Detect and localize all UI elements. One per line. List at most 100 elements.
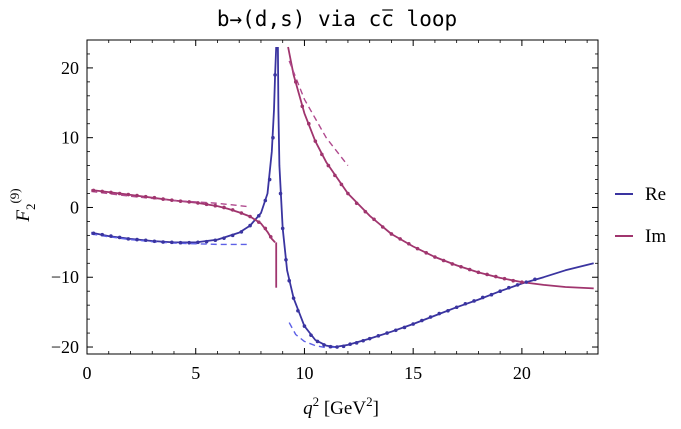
y-axis-label-sup: (9) <box>7 188 22 203</box>
series-point-re-points <box>187 240 191 245</box>
series-point-im-points <box>363 209 368 214</box>
series-point-re-points <box>411 322 415 326</box>
series-point-im-points <box>326 163 331 168</box>
y-tick-label: 10 <box>61 128 79 148</box>
series-point-re-points <box>341 344 346 349</box>
series-point-re-points <box>446 308 450 313</box>
series-point-re-points <box>472 299 476 303</box>
x-axis-label-unit-close: ] <box>373 398 379 419</box>
series-point-re-points <box>428 315 433 319</box>
series-point-im-points <box>398 237 402 241</box>
series-point-re-points <box>498 289 502 294</box>
series-point-re-points <box>302 324 307 328</box>
chart-title-post: loop <box>394 7 457 31</box>
series-point-re-points <box>239 230 244 234</box>
series-point-re-points <box>322 343 326 347</box>
series-point-re-points <box>296 308 300 313</box>
series-point-re-points <box>143 238 148 243</box>
y-tick-label: 0 <box>70 197 79 217</box>
series-point-im-points <box>178 199 183 203</box>
series-point-im-points <box>170 198 174 202</box>
series-point-re-points <box>507 285 511 290</box>
series-point-re-points <box>515 283 520 287</box>
legend-label-im: Im <box>645 226 666 247</box>
series-point-im-points <box>100 189 105 194</box>
x-tick-label: 15 <box>404 363 422 383</box>
series-point-im-points <box>502 276 507 281</box>
plot-frame <box>86 39 599 355</box>
series-point-re-points <box>91 231 96 236</box>
series-point-re-points <box>489 292 494 297</box>
series-line-im <box>91 189 276 244</box>
series-line-im <box>287 46 594 290</box>
series-point-re-points <box>267 177 272 182</box>
series-point-im-points <box>306 121 311 126</box>
series-point-im-points <box>339 182 344 187</box>
series-point-im-points <box>248 214 252 219</box>
series-point-im-points <box>126 192 131 197</box>
series-point-im-points <box>109 190 113 195</box>
series-point-re-points <box>278 191 283 196</box>
series-point-re-points <box>230 233 235 238</box>
series-point-im-points <box>372 217 376 222</box>
series-point-im-points <box>187 200 191 204</box>
series-point-im-points <box>213 203 218 208</box>
series-point-im-points <box>450 262 455 266</box>
series-point-re-points <box>420 318 424 323</box>
series-point-re-points <box>284 258 288 262</box>
series-point-im-points <box>424 251 429 255</box>
series-point-re-points <box>263 198 268 203</box>
series-point-im-points <box>389 232 394 236</box>
series-point-im-points <box>263 226 268 231</box>
series-point-im-points <box>380 225 385 229</box>
series-point-re-points <box>287 278 292 283</box>
series-line-re-dashed <box>288 322 338 349</box>
series-point-re-points <box>126 237 131 241</box>
series-point-im-points <box>433 255 437 259</box>
series-point-im-points <box>239 211 244 215</box>
series-point-re-points <box>463 301 468 306</box>
series-point-re-points <box>280 226 285 231</box>
series-point-im-points <box>222 205 226 210</box>
series-point-re-points <box>354 341 359 345</box>
series-point-re-points <box>213 238 218 243</box>
series-point-im-points <box>415 246 420 251</box>
series-point-im-points <box>520 280 524 284</box>
series-point-re-points <box>117 235 122 240</box>
series-point-im-points <box>152 195 157 200</box>
series-point-re-points <box>533 277 537 282</box>
series-point-re-points <box>256 214 261 218</box>
series-point-re-points <box>222 236 226 240</box>
series-point-re-points <box>367 336 372 341</box>
series-point-re-points <box>402 325 407 330</box>
series-point-im-points <box>354 201 359 206</box>
series-point-re-points <box>152 239 157 244</box>
series-point-im-points <box>485 272 489 277</box>
x-tick-label: 20 <box>513 363 531 383</box>
series-point-re-points <box>348 342 352 347</box>
series-point-im-points <box>196 201 200 205</box>
series-point-re-points <box>161 240 165 244</box>
x-tick-label: 10 <box>295 363 313 383</box>
series-point-im-points <box>511 278 515 283</box>
series-point-im-points <box>467 267 472 272</box>
series-point-im-points <box>135 193 139 198</box>
series-point-re-points <box>480 295 485 300</box>
series-line-im-dashed <box>288 60 349 167</box>
series-line-re <box>277 46 594 348</box>
y-tick-label: −20 <box>51 337 79 357</box>
legend: Re Im <box>615 184 666 247</box>
series-point-im-points <box>333 173 337 178</box>
x-axis: 0 5 10 15 20 <box>83 40 588 383</box>
legend-label-re: Re <box>645 184 666 205</box>
series-point-re-points <box>271 135 275 140</box>
series-point-re-points <box>291 296 296 300</box>
series-point-im-points <box>459 264 463 269</box>
series-point-re-points <box>385 331 389 335</box>
series-point-re-points <box>328 344 333 349</box>
series-point-re-points <box>393 328 398 333</box>
y-axis: −20 −10 0 10 20 <box>51 53 598 357</box>
series-point-im-points <box>300 104 305 109</box>
series-point-re-points <box>376 334 381 338</box>
series-point-im-points <box>230 208 235 212</box>
